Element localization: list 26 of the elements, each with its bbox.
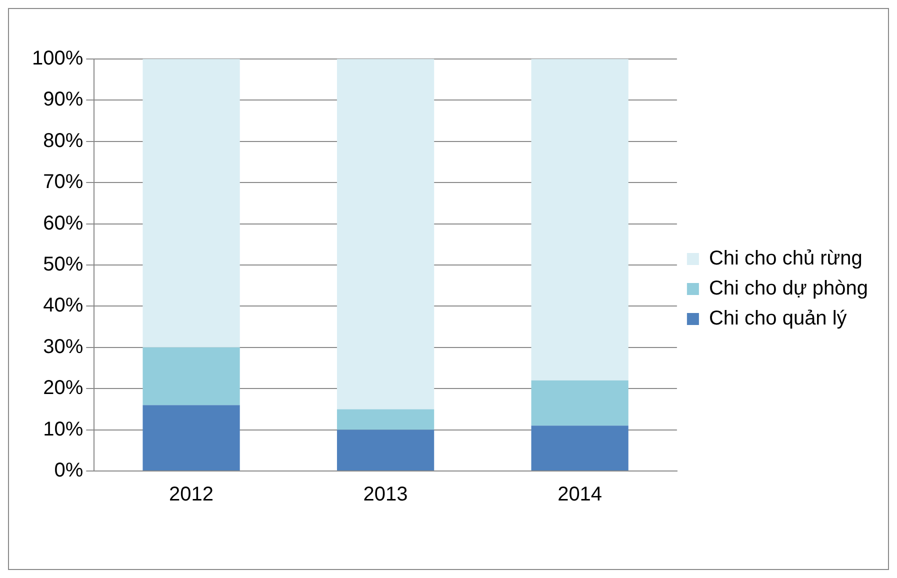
bar — [142, 59, 240, 348]
legend-label: Chi cho quản lý — [708, 308, 847, 330]
bar — [531, 59, 628, 380]
y-tick-label: 30% — [43, 336, 84, 358]
legend-label: Chi cho chủ rừng — [708, 248, 862, 270]
bar — [531, 380, 628, 426]
y-tick-label: 0% — [54, 460, 84, 482]
y-tick-label: 80% — [43, 130, 84, 152]
bar — [142, 347, 240, 406]
y-tick-label: 50% — [43, 254, 84, 276]
x-tick-label: 2012 — [169, 484, 214, 506]
y-tick-label: 100% — [32, 48, 84, 70]
y-tick-label: 90% — [43, 88, 84, 111]
y-tick-label: 70% — [43, 171, 84, 194]
y-tick-label: 20% — [43, 377, 84, 400]
y-tick-label: 40% — [43, 294, 84, 317]
bar — [531, 426, 628, 470]
bar — [336, 409, 434, 430]
x-tick-label: 2014 — [558, 484, 602, 506]
bar — [142, 405, 240, 470]
legend-label: Chi cho dự phòng — [708, 278, 868, 300]
bar — [336, 430, 434, 470]
y-tick-label: 10% — [43, 418, 84, 440]
y-tick-label: 60% — [43, 212, 84, 234]
bar — [336, 59, 434, 410]
x-tick-label: 2013 — [363, 484, 408, 506]
